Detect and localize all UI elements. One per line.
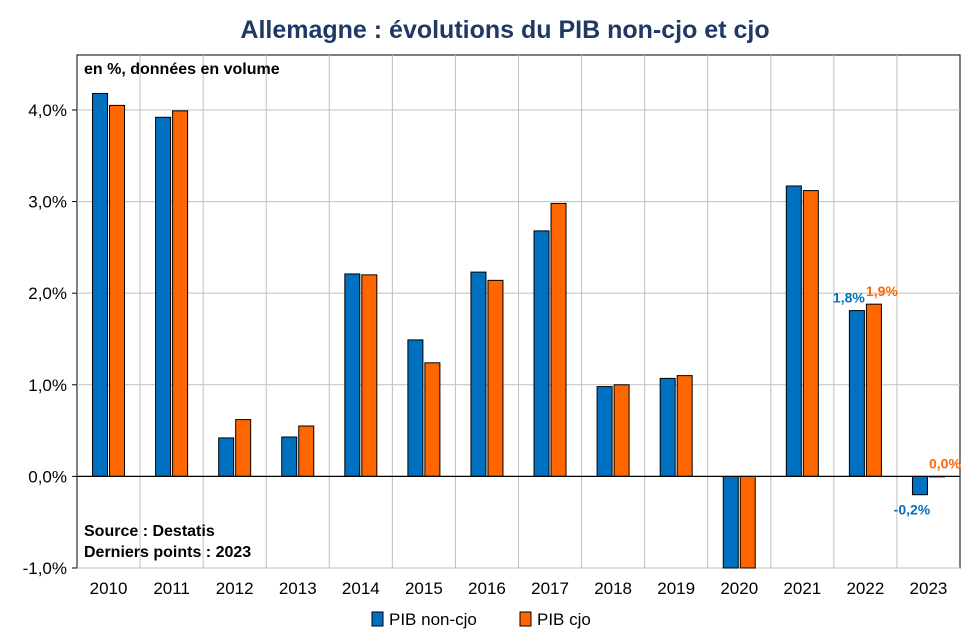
data-label: 1,8% bbox=[833, 290, 865, 306]
y-axis-ticks: -1,0% 0,0% 1,0% 2,0% 3,0% 4,0% bbox=[23, 101, 77, 578]
legend-swatch-pib-cjo bbox=[519, 611, 532, 627]
bar-pib-cjo-2016 bbox=[487, 279, 504, 477]
x-tick-label: 2015 bbox=[405, 579, 443, 598]
x-tick-label: 2019 bbox=[657, 579, 695, 598]
bar-pib-cjo-2011 bbox=[172, 110, 189, 477]
bar-pib-cjo-2014 bbox=[361, 274, 378, 477]
x-tick-label: 2012 bbox=[216, 579, 254, 598]
source-note: Source : Destatis bbox=[84, 523, 215, 540]
y-tick-label: 3,0% bbox=[28, 193, 67, 212]
bar-pib-non-cjo-2010 bbox=[92, 92, 109, 477]
y-tick-label: -1,0% bbox=[23, 559, 67, 578]
grid-lines bbox=[77, 55, 960, 569]
data-labels: 1,8% 1,9% -0,2% 0,0% bbox=[833, 283, 962, 518]
data-label: -0,2% bbox=[894, 502, 931, 518]
x-tick-label: 2010 bbox=[90, 579, 128, 598]
bar-pib-non-cjo-2011 bbox=[155, 116, 172, 477]
bars bbox=[92, 92, 945, 569]
bar-pib-cjo-2020 bbox=[739, 475, 756, 569]
bar-pib-non-cjo-2023 bbox=[911, 475, 928, 496]
data-label: 0,0% bbox=[929, 455, 961, 471]
x-tick-label: 2022 bbox=[846, 579, 884, 598]
x-tick-label: 2020 bbox=[720, 579, 758, 598]
last-points-note: Derniers points : 2023 bbox=[84, 544, 251, 561]
bar-pib-non-cjo-2016 bbox=[470, 271, 487, 477]
bar-pib-non-cjo-2014 bbox=[344, 273, 361, 477]
x-tick-label: 2014 bbox=[342, 579, 380, 598]
bar-pib-cjo-2021 bbox=[802, 190, 819, 477]
bar-pib-non-cjo-2017 bbox=[533, 230, 550, 477]
bar-pib-cjo-2022 bbox=[865, 303, 882, 477]
x-tick-label: 2016 bbox=[468, 579, 506, 598]
bar-pib-non-cjo-2020 bbox=[722, 475, 739, 569]
bar-pib-cjo-2010 bbox=[109, 104, 126, 477]
bar-pib-cjo-2019 bbox=[676, 375, 693, 477]
x-tick-label: 2021 bbox=[783, 579, 821, 598]
bar-pib-non-cjo-2013 bbox=[281, 436, 298, 477]
y-tick-label: 4,0% bbox=[28, 101, 67, 120]
chart-title: Allemagne : évolutions du PIB non-cjo et… bbox=[240, 16, 769, 44]
legend-label-pib-non-cjo: PIB non-cjo bbox=[389, 610, 477, 629]
legend: PIB non-cjo PIB cjo bbox=[371, 610, 591, 629]
y-tick-label: 2,0% bbox=[28, 284, 67, 303]
bar-pib-non-cjo-2019 bbox=[659, 377, 676, 477]
x-tick-label: 2018 bbox=[594, 579, 632, 598]
x-tick-label: 2013 bbox=[279, 579, 317, 598]
x-tick-label: 2011 bbox=[153, 579, 190, 598]
y-tick-label: 0,0% bbox=[28, 467, 67, 486]
bar-pib-cjo-2017 bbox=[550, 202, 567, 477]
bar-pib-cjo-2015 bbox=[424, 362, 441, 477]
bar-pib-cjo-2018 bbox=[613, 384, 630, 477]
bar-pib-cjo-2012 bbox=[235, 419, 252, 477]
x-tick-label: 2017 bbox=[531, 579, 569, 598]
x-tick-label: 2023 bbox=[910, 579, 948, 598]
bar-pib-non-cjo-2012 bbox=[218, 437, 235, 477]
bar-pib-cjo-2013 bbox=[298, 425, 315, 477]
data-label: 1,9% bbox=[866, 283, 898, 299]
bar-pib-non-cjo-2022 bbox=[848, 310, 865, 477]
bar-pib-non-cjo-2015 bbox=[407, 339, 424, 477]
x-axis-ticks: 2010 2011 2012 2013 2014 2015 2016 2017 2018 2019… bbox=[90, 579, 948, 598]
chart-subtitle: en %, données en volume bbox=[84, 61, 280, 78]
legend-swatch-pib-non-cjo bbox=[371, 611, 384, 627]
legend-label-pib-cjo: PIB cjo bbox=[537, 610, 591, 629]
bar-pib-non-cjo-2018 bbox=[596, 386, 613, 477]
y-tick-label: 1,0% bbox=[28, 376, 67, 395]
bar-pib-non-cjo-2021 bbox=[785, 185, 802, 477]
